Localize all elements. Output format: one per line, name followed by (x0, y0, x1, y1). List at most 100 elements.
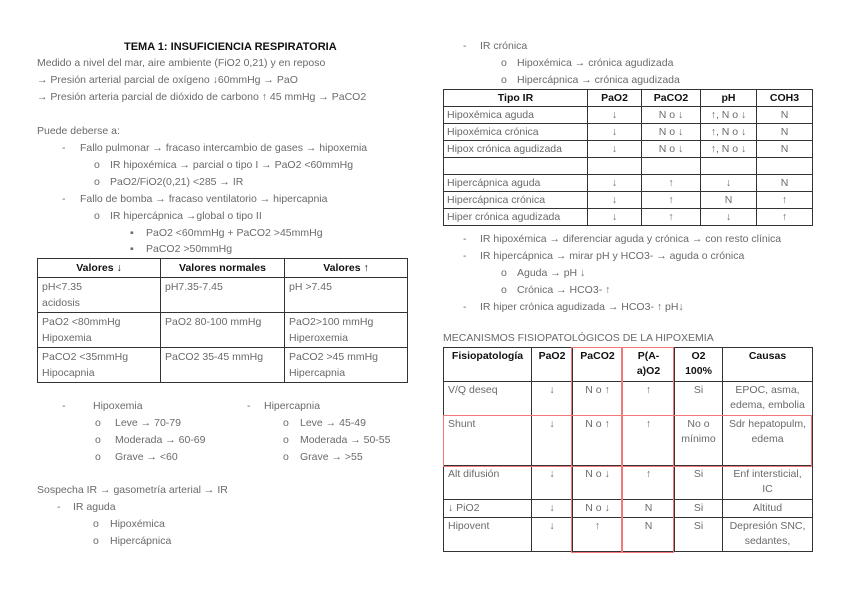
table-row: PaCO2 <35mmHg Hipocapnia PaCO2 35-45 mmHg… (37, 347, 408, 383)
circle-bullet: o (501, 284, 507, 296)
table-cell: PaO2 80-100 mmHg (160, 312, 285, 348)
table-cell: Si (674, 517, 723, 552)
table-cell: Hipoxémica aguda (443, 106, 588, 124)
dash-bullet: - (247, 400, 251, 412)
dash-bullet: - (57, 501, 61, 513)
column-header: PaCO2 (572, 347, 623, 382)
header-row: Valores ↓ Valores normales Valores ↑ (37, 258, 408, 278)
table-cell: PaO2>100 mmHg Hiperoxemia (284, 312, 408, 348)
table-cell: ↑ (572, 517, 623, 552)
circle-bullet: o (283, 451, 289, 463)
column-header: COH3 (756, 89, 813, 107)
dash-bullet: - (62, 142, 66, 154)
list-item: Grave → >55 (300, 451, 363, 463)
list-item: Moderada → 50-55 (300, 434, 391, 446)
table-cell: PaCO2 35-45 mmHg (160, 347, 285, 383)
circle-bullet: o (95, 417, 101, 429)
intro-line: → Presión arterial parcial de oxígeno ↓6… (37, 74, 298, 86)
table-row: PaO2 <80mmHg Hipoxemia PaO2 80-100 mmHg Pa… (37, 312, 408, 348)
table-cell: N o ↓ (572, 499, 623, 518)
values-table: Valores ↓ Valores normales Valores ↑ pH<7.3… (37, 258, 408, 383)
table-cell: Sdr hepatopulm, edema (722, 415, 813, 466)
intro-line: → Presión arteria parcial de dióxido de … (37, 91, 367, 103)
table-cell: pH >7.45 (284, 277, 408, 313)
table-row (443, 157, 813, 175)
column-header: Valores ↓ (37, 258, 161, 278)
sospecha-line: Sospecha IR → gasometría arterial → IR (37, 484, 228, 496)
table-row: Alt difusión ↓ N o ↓ ↑ Si Enf intersticial, I… (443, 465, 813, 500)
square-bullet: ▪ (130, 243, 134, 255)
list-item: PaO2/FiO2(0,21) <285 → IR (110, 176, 244, 188)
table-cell: N o ↓ (641, 123, 701, 141)
table-cell: ↓ (531, 465, 573, 500)
table-cell (587, 157, 642, 175)
column-header: PaO2 (587, 89, 642, 107)
list-item: IR crónica (480, 40, 528, 52)
list-item: Aguda → pH ↓ (517, 267, 586, 279)
table-cell: EPOC, asma, edema, embolia (722, 381, 813, 416)
square-bullet: ▪ (130, 227, 134, 239)
table-cell: N o ↑ (572, 381, 623, 416)
header-row: Tipo IR PaO2 PaCO2 pH COH3 (443, 89, 813, 107)
table-row: Hipercápnica aguda ↓ ↑ ↓ N (443, 174, 813, 192)
table-cell: Hipox crónica agudizada (443, 140, 588, 158)
table-cell: Altitud (722, 499, 813, 518)
circle-bullet: o (94, 159, 100, 171)
table-cell: Si (674, 381, 723, 416)
list-item: Hipoxémica → crónica agudizada (517, 57, 674, 69)
table-cell (756, 157, 813, 175)
table-cell: V/Q deseq (443, 381, 532, 416)
hipercapnia-label: Hipercapnia (264, 400, 321, 412)
table-cell: pH7.35-7.45 (160, 277, 285, 313)
circle-bullet: o (93, 535, 99, 547)
hipoxemia-label: Hipoxemia (93, 400, 143, 412)
table-cell: ↑ (641, 174, 701, 192)
table-cell: N (622, 499, 675, 518)
table-cell: N (756, 140, 813, 158)
list-item: IR hipoxémica → parcial o tipo I → PaO2 … (110, 159, 354, 171)
table-cell: N o ↓ (572, 465, 623, 500)
table-cell: Depresión SNC, sedantes, (722, 517, 813, 552)
page-title: TEMA 1: INSUFICIENCIA RESPIRATORIA (124, 41, 337, 53)
table-cell (700, 157, 757, 175)
causes-heading: Puede deberse a: (37, 125, 120, 137)
list-item: Fallo pulmonar → fracaso intercambio de … (80, 142, 368, 154)
column-header: O2 100% (674, 347, 723, 382)
table-cell: Enf intersticial, IC (722, 465, 813, 500)
table-row: Hipoxémica aguda ↓ N o ↓ ↑, N o ↓ N (443, 106, 813, 124)
table-cell: No o mínimo (674, 415, 723, 466)
intro-line: Medido a nivel del mar, aire ambiente (F… (37, 57, 326, 69)
list-item: IR hipoxémica → diferenciar aguda y crón… (480, 233, 782, 245)
table-cell: ↓ (587, 106, 642, 124)
table-cell: ↑ (641, 208, 701, 226)
table-cell: ↓ (531, 381, 573, 416)
circle-bullet: o (501, 267, 507, 279)
table-cell: pH<7.35 acidosis (37, 277, 161, 313)
list-item: IR hipercápnica →global o tipo II (110, 210, 262, 222)
dash-bullet: - (62, 193, 66, 205)
dash-bullet: - (463, 233, 467, 245)
table-cell: Si (674, 499, 723, 518)
list-item: IR hipercápnica → mirar pH y HCO3- → agu… (480, 250, 745, 262)
dash-bullet: - (62, 400, 66, 412)
column-header: Valores normales (160, 258, 285, 278)
circle-bullet: o (283, 434, 289, 446)
table-cell: ↑ (622, 381, 675, 416)
table-row: pH<7.35 acidosis pH7.35-7.45 pH >7.45 (37, 277, 408, 313)
column-header: P(A-a)O2 (622, 347, 675, 382)
list-item: Fallo de bomba → fracaso ventilatorio → … (80, 193, 328, 205)
table-cell: Shunt (443, 415, 532, 466)
table-cell: Hiper crónica agudizada (443, 208, 588, 226)
table-cell: ↓ (531, 415, 573, 466)
list-item: Grave → <60 (115, 451, 178, 463)
table-cell (641, 157, 701, 175)
list-item: Leve → 70-79 (115, 417, 181, 429)
table-row: Hiper crónica agudizada ↓ ↑ ↓ ↑ (443, 208, 813, 226)
table-row: Hipox crónica agudizada ↓ N o ↓ ↑, N o ↓ N (443, 140, 813, 158)
circle-bullet: o (94, 176, 100, 188)
list-item: PaCO2 >50mmHg (146, 243, 233, 255)
table-row: ↓ PiO2 ↓ N o ↓ N Si Altitud (443, 499, 813, 518)
table-cell: Hipovent (443, 517, 532, 552)
list-item: Crónica → HCO3- ↑ (517, 284, 611, 296)
table-row: Hipoxémica crónica ↓ N o ↓ ↑, N o ↓ N (443, 123, 813, 141)
